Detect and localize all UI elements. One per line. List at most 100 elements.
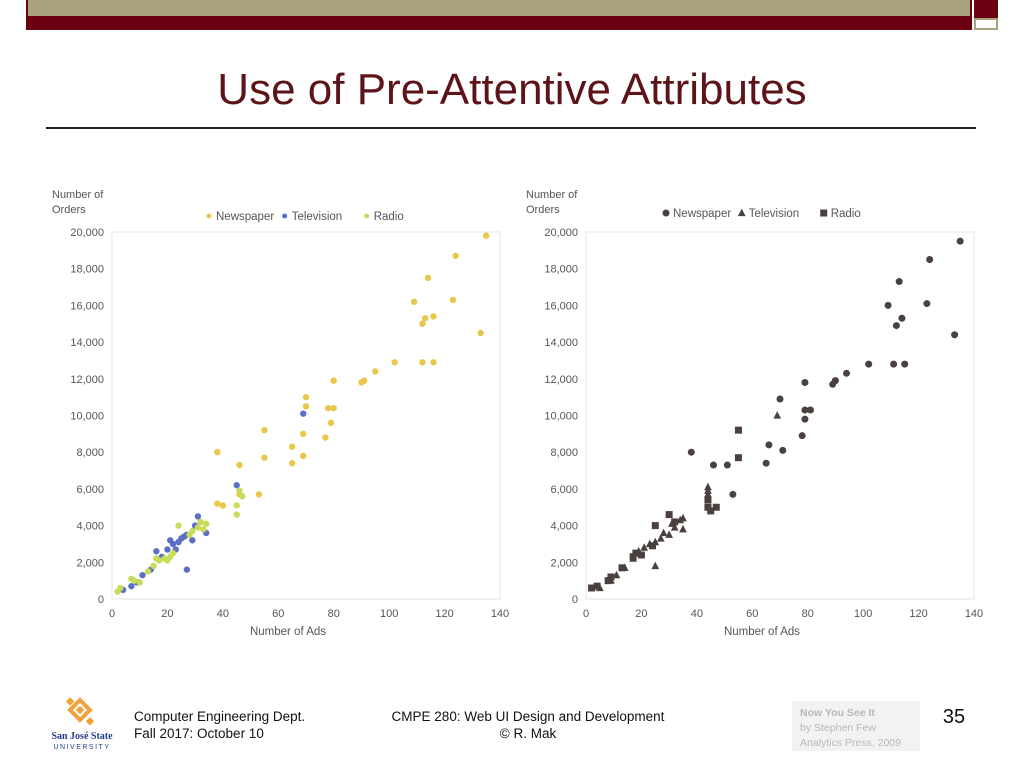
- chart2-point-newspaper: [801, 415, 809, 423]
- chart1-point-newspaper: [372, 368, 379, 375]
- citation-publisher: Analytics Press, 2009: [800, 737, 901, 749]
- chart1-ytick: 4,000: [76, 521, 104, 533]
- chart1-point-television: [194, 513, 202, 520]
- sjsu-logo: San José State UNIVERSITY: [51, 697, 113, 751]
- chart2-point-newspaper: [762, 459, 770, 467]
- footer-dept: Computer Engineering Dept.: [134, 709, 306, 724]
- chart2-ylabel: Number of: [526, 189, 578, 201]
- chart2-point-television: [704, 482, 712, 491]
- page-number: 35: [942, 706, 966, 728]
- chart1-point-radio: [169, 549, 177, 557]
- chart1-point-newspaper: [302, 393, 310, 401]
- chart2-point-newspaper: [776, 395, 784, 403]
- chart1-point-radio: [200, 526, 207, 533]
- chart1-point-newspaper: [214, 500, 221, 507]
- chart1-xtick: 20: [161, 608, 173, 620]
- chart1-point-radio: [150, 562, 157, 570]
- chart1-point-newspaper: [214, 449, 221, 456]
- chart1-point-newspaper: [419, 359, 426, 366]
- chart1-series-television: [119, 410, 307, 594]
- chart1-point-radio: [155, 557, 163, 564]
- chart1-point-radio: [239, 493, 246, 500]
- chart2-point-radio: [637, 551, 645, 559]
- chart2-point-radio: [651, 522, 659, 530]
- chart2-point-newspaper: [865, 360, 873, 368]
- chart1-point-radio: [175, 522, 182, 529]
- chart1-series-radio: [114, 487, 246, 595]
- chart1-point-radio: [197, 518, 204, 526]
- chart1-point-newspaper: [430, 359, 437, 366]
- chart2-xtick: 0: [583, 608, 589, 620]
- chart2-legend-radio: Radio: [831, 208, 861, 220]
- chart2-point-newspaper: [890, 360, 898, 368]
- chart1-legend-television: Television: [292, 211, 343, 223]
- chart2-point-radio: [671, 518, 679, 526]
- chart2-point-television: [651, 561, 660, 570]
- chart2-point-newspaper: [926, 256, 934, 264]
- footer-left: Computer Engineering Dept. Fall 2017: Oc…: [134, 708, 305, 742]
- chart1-point-television: [233, 482, 240, 489]
- chart1-point-television: [169, 540, 177, 548]
- chart2-xtick: 120: [909, 608, 927, 620]
- chart1-ytick: 10,000: [70, 411, 104, 423]
- chart1-point-television: [189, 537, 196, 544]
- chart1-point-television: [164, 546, 171, 553]
- chart1-point-radio: [194, 524, 202, 531]
- chart2-point-television: [665, 530, 673, 538]
- chart2-point-newspaper: [801, 406, 809, 414]
- chart1-point-newspaper: [391, 359, 398, 366]
- chart2-point-television: [679, 524, 687, 533]
- chart1-point-newspaper: [477, 329, 484, 337]
- chart1-point-newspaper: [361, 377, 368, 384]
- chart2-point-radio: [734, 426, 742, 434]
- chart1-point-radio: [189, 527, 196, 535]
- chart1-point-newspaper: [302, 403, 310, 410]
- chart2-ytick: 2,000: [550, 557, 578, 569]
- chart1-point-radio: [233, 502, 240, 509]
- chart2-xtick: 140: [965, 608, 983, 620]
- chart2-point-television: [612, 570, 621, 579]
- chart1-plot-area: [111, 231, 501, 600]
- chart2-point-radio: [704, 496, 712, 504]
- chart1-xtick: 140: [491, 608, 509, 620]
- chart1-point-radio: [130, 577, 138, 584]
- chart2-ytick: 4,000: [550, 521, 578, 533]
- chart1-xtick: 0: [109, 608, 115, 620]
- chart2-point-radio: [712, 503, 720, 511]
- chart1-xtick: 100: [380, 608, 398, 620]
- chart1-point-newspaper: [261, 454, 268, 461]
- chart1-point-newspaper: [482, 232, 490, 239]
- chart2-point-newspaper: [884, 301, 892, 309]
- chart1-point-radio: [117, 584, 124, 592]
- chart2-point-radio: [618, 564, 626, 572]
- citation-box: Now You See It by Stephen Few Analytics …: [792, 701, 920, 751]
- chart2-point-newspaper: [687, 448, 695, 456]
- title-divider: [46, 127, 976, 129]
- chart1-point-newspaper: [288, 443, 296, 450]
- chart1-point-radio: [144, 568, 152, 575]
- chart1-legend-radio: Radio: [374, 211, 404, 223]
- chart1-point-newspaper: [261, 426, 268, 434]
- chart1-point-newspaper: [424, 274, 432, 282]
- chart2-point-newspaper: [801, 378, 809, 386]
- top-corner-white: [974, 18, 998, 30]
- chart2-ytick: 8,000: [550, 447, 578, 459]
- chart2-point-newspaper: [798, 432, 806, 440]
- chart2-point-newspaper: [723, 461, 731, 469]
- chart1-legend-marker-television: [282, 213, 288, 219]
- chart2-point-newspaper: [898, 314, 906, 322]
- chart2-point-newspaper: [956, 237, 964, 245]
- chart2-xtick: 60: [746, 608, 758, 620]
- chart1-point-newspaper: [330, 377, 337, 384]
- chart1-point-newspaper: [300, 452, 307, 460]
- chart2-point-radio: [704, 503, 712, 511]
- chart1-ytick: 6,000: [76, 484, 104, 496]
- chart1-ytick: 8,000: [76, 447, 104, 459]
- chart1-point-radio: [203, 520, 210, 527]
- citation-author: by Stephen Few: [800, 722, 876, 734]
- chart1-ytick: 20,000: [70, 227, 104, 239]
- chart2-point-television: [773, 411, 782, 419]
- chart2-point-radio: [665, 511, 673, 519]
- chart1-ytick: 14,000: [70, 337, 104, 349]
- chart2-xtick: 20: [635, 608, 647, 620]
